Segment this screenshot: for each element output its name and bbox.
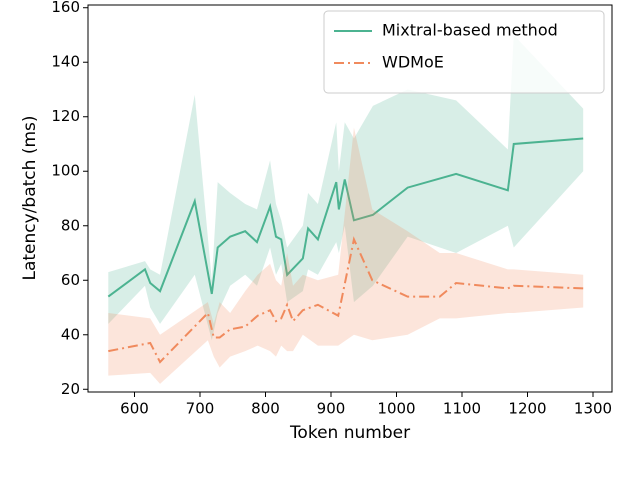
y-tick-label: 20 [61, 380, 80, 398]
x-tick-label: 600 [120, 400, 149, 418]
y-tick-label: 100 [51, 162, 80, 180]
confidence-band [108, 127, 584, 384]
legend-box [323, 10, 605, 94]
x-tick-label: 700 [186, 400, 215, 418]
x-tick-label: 1000 [377, 400, 415, 418]
x-tick-label: 1300 [574, 400, 612, 418]
y-tick-label: 160 [51, 0, 80, 16]
y-tick-label: 80 [61, 216, 80, 234]
x-tick-label: 900 [317, 400, 346, 418]
y-tick-label: 40 [61, 325, 80, 343]
line [108, 236, 584, 364]
plot-frame [87, 4, 613, 393]
x-tick-label: 1100 [443, 400, 481, 418]
x-axis-label: Token number [289, 423, 410, 443]
line [107, 137, 584, 298]
legend-label: Mixtral-based method [382, 21, 558, 40]
x-tick-label: 1200 [508, 400, 546, 418]
x-tick-label: 800 [251, 400, 280, 418]
y-tick-label: 140 [51, 53, 80, 71]
legend-label: WDMoE [382, 53, 444, 72]
y-axis-label: Latency/batch (ms) [20, 115, 40, 280]
y-tick-label: 120 [51, 107, 80, 125]
y-tick-label: 60 [61, 271, 80, 289]
